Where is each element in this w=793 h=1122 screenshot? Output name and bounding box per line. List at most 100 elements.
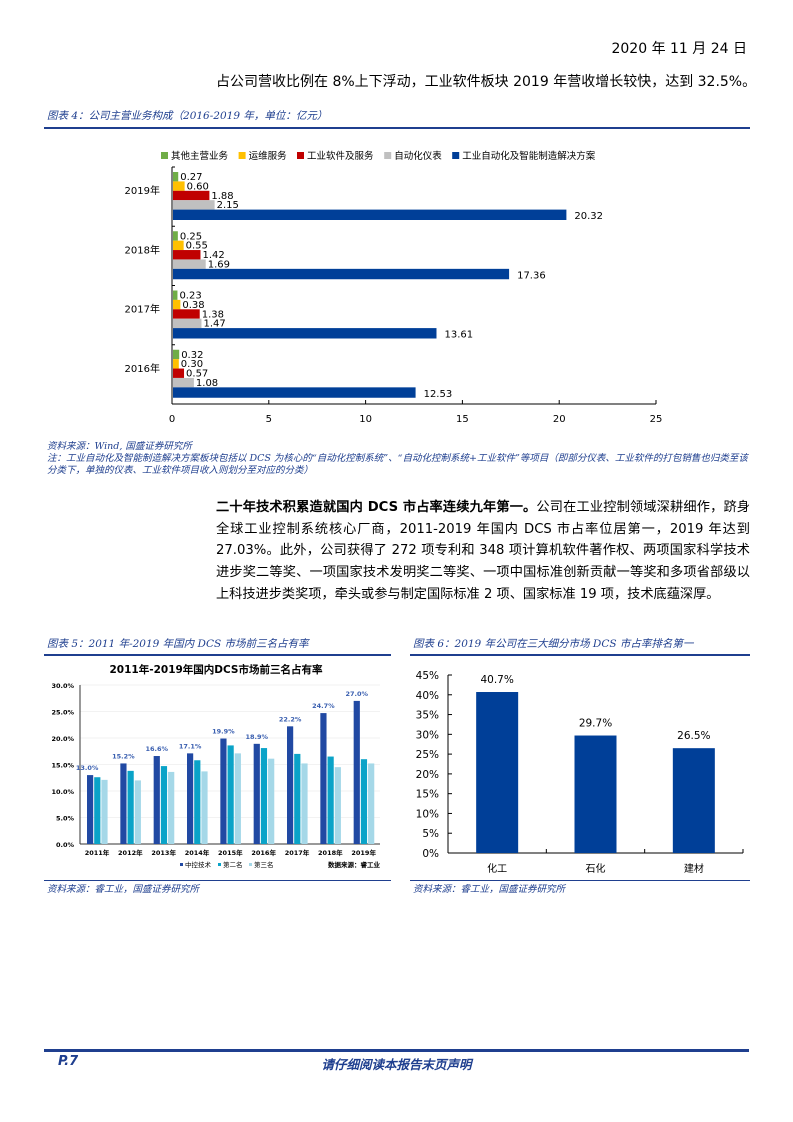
page-number: P.7 xyxy=(58,1054,79,1069)
report-date: 2020 年 11 月 24 日 xyxy=(611,41,747,57)
x-tick-label: 2012年 xyxy=(118,848,143,857)
bar-value-label: 40.7% xyxy=(480,674,513,686)
bar xyxy=(173,190,210,201)
x-tick-label: 15 xyxy=(456,414,469,425)
x-tick-label: 2011年 xyxy=(85,848,110,857)
bar xyxy=(173,181,185,191)
legend-swatch xyxy=(452,152,460,159)
bar xyxy=(476,692,519,853)
figure6-chart: 0% 5% 10% 15% 20% 25% 30% 35% 40% 45% 40.7% 化工 29.7%… xyxy=(416,670,744,875)
bar xyxy=(173,250,201,260)
legend-label: 第二名 xyxy=(223,860,243,869)
y-tick-label: 30% xyxy=(416,729,439,741)
bar-value-label: 13.61 xyxy=(444,330,473,341)
x-tick-label: 2017年 xyxy=(285,848,310,857)
x-tick-label: 2013年 xyxy=(151,848,176,857)
data-source-annotation: 数据来源：睿工业 xyxy=(328,860,381,869)
figure4-title: 图表 4：公司主营业务构成（2016-2019 年，单位：亿元） xyxy=(47,110,328,122)
figure6-source: 资料来源：睿工业，国盛证券研究所 xyxy=(413,884,566,895)
bar xyxy=(234,753,241,844)
figure4-note: 注：工业自动化及智能制造解决方案板块包括以 DCS 为核心的“自动化控制系统”、… xyxy=(47,453,748,476)
paragraph-body: 公司在工业控制领域深耕细作，跻身全球工业控制系统核心厂商，2011-2019 年… xyxy=(216,500,750,602)
category-label: 2019年 xyxy=(125,184,160,197)
bar xyxy=(153,756,160,844)
bar xyxy=(94,777,101,844)
category-label: 2017年 xyxy=(125,303,160,316)
y-tick-label: 25% xyxy=(416,749,439,761)
figure5-title-rule xyxy=(44,654,391,656)
bar xyxy=(294,753,301,844)
bar xyxy=(101,779,108,844)
bar xyxy=(173,368,185,378)
intro-text: 占公司营收比例在 8%上下浮动，工业软件板块 2019 年营收增长较快，达到 3… xyxy=(216,74,757,90)
bar xyxy=(672,748,715,853)
bar xyxy=(120,763,127,844)
x-tick-label: 0 xyxy=(169,414,175,425)
bar xyxy=(127,770,134,844)
x-tick-label: 2018年 xyxy=(318,848,343,857)
bar xyxy=(220,738,227,844)
bar xyxy=(173,290,178,300)
legend-swatch xyxy=(249,863,252,866)
x-tick-label: 10 xyxy=(359,414,372,425)
bar xyxy=(173,299,181,310)
bar xyxy=(173,200,215,210)
y-tick-label: 10% xyxy=(416,808,439,820)
bar-value-label: 18.9% xyxy=(245,733,268,741)
chart-title: 2011年-2019年国内DCS市场前三名占有率 xyxy=(110,663,323,676)
figure4-chart: 其他主营业务 运维服务 工业软件及服务 自动化仪表 工业自动化及智能制造解决方案 0 5 10… xyxy=(125,150,663,425)
bar-value-label: 26.5% xyxy=(677,730,710,742)
bar xyxy=(334,767,341,844)
legend-label: 工业软件及服务 xyxy=(307,150,374,162)
bar-value-label: 2.15 xyxy=(217,200,239,211)
bar-value-label: 0.60 xyxy=(187,181,209,192)
bar-value-label: 0.32 xyxy=(181,350,203,361)
bar xyxy=(173,387,416,398)
bar xyxy=(173,328,437,339)
bar xyxy=(368,763,375,844)
figure5-source-rule xyxy=(44,880,391,881)
bar xyxy=(173,318,202,329)
bar-value-label: 0.57 xyxy=(186,369,208,380)
bar xyxy=(160,766,168,844)
legend-label: 中控技术 xyxy=(185,860,212,869)
y-tick-label: 15.0% xyxy=(51,762,74,770)
category-label: 2018年 xyxy=(125,243,160,256)
bar xyxy=(173,309,200,319)
bar xyxy=(173,349,180,360)
bar-value-label: 12.53 xyxy=(424,389,453,400)
bar-value-label: 0.27 xyxy=(180,172,202,183)
figure6-source-rule xyxy=(410,880,750,881)
bar-value-label: 15.2% xyxy=(112,752,135,760)
bar-value-label: 1.47 xyxy=(203,319,225,330)
figure5-chart: 2011年-2019年国内DCS市场前三名占有率 0.0% 5.0% 10.0% 15.… xyxy=(51,663,381,869)
bar xyxy=(173,377,194,388)
bar xyxy=(327,756,334,844)
bar xyxy=(173,209,567,220)
x-tick-label: 2016年 xyxy=(251,848,276,857)
bar-value-label: 0.25 xyxy=(180,231,202,242)
bar xyxy=(173,359,179,369)
y-tick-label: 40% xyxy=(416,690,439,702)
x-tick-label: 化工 xyxy=(487,862,507,875)
legend-label: 工业自动化及智能制造解决方案 xyxy=(462,150,596,162)
legend-swatch xyxy=(297,152,304,159)
bar xyxy=(287,726,294,844)
y-tick-label: 45% xyxy=(416,670,439,682)
bar-value-label: 0.38 xyxy=(182,300,204,311)
figure6-title-rule xyxy=(410,654,750,656)
y-tick-label: 20.0% xyxy=(51,735,74,743)
legend-item: 工业自动化及智能制造解决方案 xyxy=(452,150,596,162)
legend-item: 工业软件及服务 xyxy=(297,150,374,162)
legend-item: 其他主营业务 xyxy=(161,150,229,162)
legend-item: 自动化仪表 xyxy=(384,150,442,162)
x-tick-label: 建材 xyxy=(684,862,704,875)
x-tick-label: 5 xyxy=(266,414,272,425)
bar-value-label: 0.55 xyxy=(186,241,208,252)
bar-value-label: 16.6% xyxy=(145,745,168,753)
y-tick-label: 5% xyxy=(422,828,439,840)
bar-value-label: 1.38 xyxy=(202,309,224,320)
bar-value-label: 24.7% xyxy=(312,702,335,710)
bar xyxy=(260,748,268,844)
bar-value-label: 1.08 xyxy=(196,378,218,389)
